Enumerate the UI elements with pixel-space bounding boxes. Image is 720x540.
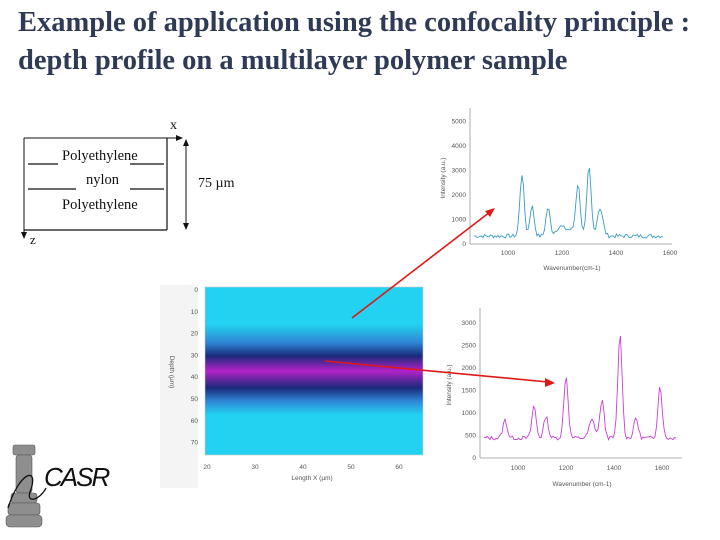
thickness-label: 75 µm <box>198 176 235 191</box>
depth-map-ytick: 30 <box>191 352 199 359</box>
depth-map-xtick: 30 <box>251 464 259 471</box>
spectrum-top-ylabel: Intensity (a.u.) <box>440 157 447 198</box>
layer-label-top: Polyethylene <box>62 148 138 164</box>
slide-title: Example of application using the confoca… <box>18 7 691 76</box>
spectrum-top-xtick: 1200 <box>555 250 570 257</box>
z-axis-label: z <box>30 232 36 247</box>
depth-map-ylabel: Depth (µm) <box>168 356 175 389</box>
depth-map-ytick: 50 <box>191 396 199 403</box>
depth-map-ytick: 60 <box>191 418 199 425</box>
signature-flourish-icon <box>7 474 47 509</box>
spectrum-bottom-ytick: 3000 <box>462 320 477 327</box>
depth-map-ytick: 0 <box>194 287 198 294</box>
spectrum-top-ytick: 3000 <box>452 168 467 175</box>
spectrum-bottom-trace <box>483 335 677 441</box>
spectrum-bottom-ytick: 1500 <box>462 388 477 395</box>
arrow-to-bottom-spectrum <box>324 360 549 383</box>
spectrum-top-ytick: 2000 <box>452 192 467 199</box>
spectrum-bottom-xtick: 1200 <box>559 465 574 472</box>
spectrum-bottom-ytick: 1000 <box>462 410 477 417</box>
spectrum-top-panel <box>453 104 678 256</box>
depth-map-xtick: 40 <box>299 464 307 471</box>
spectrum-bottom-ytick: 2000 <box>462 365 477 372</box>
z-axis-arrowhead <box>21 232 27 239</box>
depth-map-ytick: 70 <box>191 440 199 447</box>
spectrum-top-xtick: 1000 <box>501 250 516 257</box>
x-axis-label: x <box>170 118 177 133</box>
depth-map-xtick: 20 <box>203 464 211 471</box>
thickness-arrowhead-bottom <box>183 223 189 230</box>
spectrum-bottom-ylabel: Intensity (a.u.) <box>446 364 453 405</box>
thickness-arrowhead-top <box>183 139 189 146</box>
depth-map-ytick: 40 <box>191 374 199 381</box>
spectrum-top-ytick: 0 <box>462 241 466 248</box>
x-axis-arrowhead <box>176 135 183 141</box>
spectrum-top-ytick: 1000 <box>452 217 467 224</box>
depth-map-ytick: 10 <box>191 309 199 316</box>
spectrum-bottom-ytick: 500 <box>465 433 476 440</box>
layer-label-bottom: Polyethylene <box>62 197 138 213</box>
depth-map-xtick: 60 <box>395 464 403 471</box>
spectrum-top-xtick: 1600 <box>663 250 678 257</box>
spectrum-top-ytick: 5000 <box>452 119 467 126</box>
depth-map-ytick: 20 <box>191 331 199 338</box>
depth-map-xlabel: Length X (µm) <box>291 475 332 482</box>
spectrum-top-xlabel: Wavenumber(cm-1) <box>543 265 600 272</box>
spectrum-top-xtick: 1400 <box>609 250 624 257</box>
logo-text: CASR <box>44 462 110 492</box>
spectrum-bottom-ytick: 0 <box>472 455 476 462</box>
depth-map-xtick: 50 <box>347 464 355 471</box>
spectrum-bottom-xlabel: Wavenumber (cm-1) <box>553 481 612 488</box>
layer-label-middle: nylon <box>86 172 120 188</box>
arrow-to-bottom-spectrum-head <box>545 378 555 387</box>
spectrum-top-trace <box>473 167 664 239</box>
depth-map-label-area <box>160 285 198 488</box>
spectrum-bottom-xtick: 1400 <box>607 465 622 472</box>
spectrum-bottom-ytick: 2500 <box>462 343 477 350</box>
spectrum-bottom-xtick: 1600 <box>655 465 670 472</box>
depth-map-image <box>205 287 423 455</box>
spectrum-top-ytick: 4000 <box>452 143 467 150</box>
arrow-to-top-spectrum <box>351 211 491 319</box>
spectrum-bottom-xtick: 1000 <box>511 465 526 472</box>
chess-piece-icon <box>5 444 43 528</box>
arrow-to-top-spectrum-head <box>485 208 495 217</box>
